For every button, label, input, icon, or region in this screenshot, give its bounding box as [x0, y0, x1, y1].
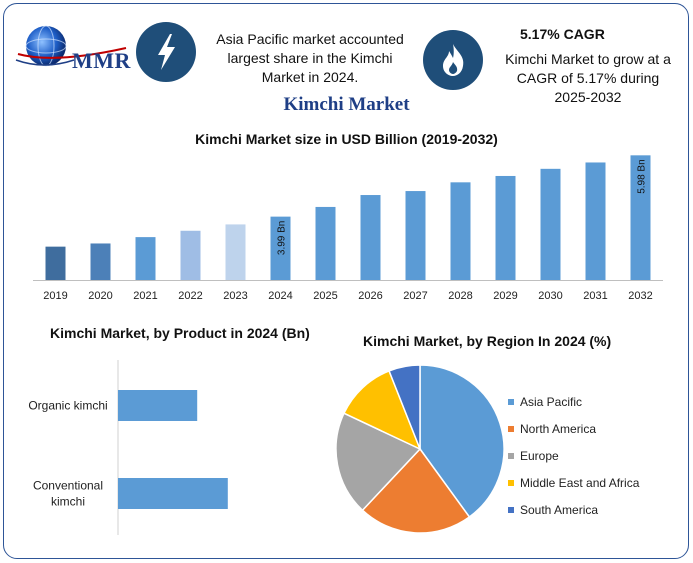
slice-middle-east-and-africa — [342, 369, 422, 451]
x-tick-label: 2025 — [313, 290, 337, 302]
data-label-2032: 5.98 Bn — [637, 159, 648, 193]
slice-asia-pacific — [419, 364, 505, 519]
logo-text: MMR — [72, 48, 131, 73]
legend-swatch — [508, 425, 514, 432]
bar-2019 — [45, 246, 66, 280]
x-tick-label: 2019 — [43, 290, 67, 302]
legend-item: South America — [508, 496, 639, 523]
legend-item: Middle East and Africa — [508, 469, 639, 496]
category-label: Organic kimchi — [28, 399, 107, 413]
x-tick-label: 2032 — [628, 290, 652, 302]
x-tick-label: 2027 — [403, 290, 427, 302]
x-tick-label: 2023 — [223, 290, 247, 302]
x-tick-label: 2031 — [583, 290, 607, 302]
category-label: Conventional kimchi — [33, 479, 103, 509]
legend-label: North America — [520, 421, 597, 436]
bar-2021 — [135, 237, 156, 280]
x-tick-label: 2024 — [268, 290, 292, 302]
slice-south-america — [388, 364, 421, 450]
legend-swatch — [508, 452, 514, 459]
bar-chart-title: Kimchi Market size in USD Billion (2019-… — [195, 131, 498, 147]
bar-conventional-kimchi — [118, 478, 228, 509]
x-tick-label: 2030 — [538, 290, 562, 302]
globe-icon — [15, 25, 127, 67]
market-share-text: Asia Pacific market accounted largest sh… — [216, 31, 404, 85]
bar-2032 — [630, 155, 651, 280]
market-size-bar-chart: 2019 2020 2021 2022 2023 2024 3.99 Bn 2025 2026 2… — [33, 155, 663, 302]
bar-2029 — [495, 175, 516, 280]
bar-organic-kimchi — [118, 390, 198, 421]
bar-2022 — [180, 230, 201, 280]
x-tick-label: 2028 — [448, 290, 472, 302]
bar-2027 — [405, 191, 426, 280]
legend-label: South America — [520, 502, 599, 517]
bar-2020 — [90, 243, 111, 280]
legend-item: Asia Pacific — [508, 388, 639, 415]
lightning-icon — [136, 22, 196, 82]
bar-2025 — [315, 206, 336, 280]
bar-2031 — [585, 162, 606, 280]
legend-label: Asia Pacific — [520, 394, 583, 409]
x-tick-label: 2021 — [133, 290, 157, 302]
pie-legend: Asia Pacific North America Europe Middle Ea… — [508, 388, 639, 523]
data-label-2024: 3.99 Bn — [277, 221, 288, 255]
legend-label: Middle East and Africa — [520, 475, 640, 490]
bar-2030 — [540, 168, 561, 280]
legend-swatch — [508, 506, 514, 513]
product-chart-title: Kimchi Market, by Product in 2024 (Bn) — [50, 325, 310, 341]
bar-2028 — [450, 182, 471, 280]
legend-item: North America — [508, 415, 639, 442]
x-tick-label: 2020 — [88, 290, 112, 302]
bar-2026 — [360, 195, 381, 280]
cagr-text: Kimchi Market to grow at a CAGR of 5.17%… — [505, 51, 671, 105]
bar-2023 — [225, 224, 246, 280]
product-bar-chart: Organic kimchi Conventional kimchi — [28, 360, 228, 535]
pie-chart-title: Kimchi Market, by Region In 2024 (%) — [363, 333, 612, 349]
slice-north-america — [361, 447, 471, 534]
flame-icon — [423, 30, 483, 90]
main-title: Kimchi Market — [283, 94, 410, 115]
x-tick-label: 2029 — [493, 290, 517, 302]
legend-swatch — [508, 479, 514, 486]
x-tick-label: 2026 — [358, 290, 382, 302]
cagr-title: 5.17% CAGR — [520, 26, 605, 42]
x-tick-label: 2022 — [178, 290, 202, 302]
bar-2024 — [270, 216, 291, 280]
legend-item: Europe — [508, 442, 639, 469]
region-pie-chart — [335, 364, 505, 534]
legend-label: Europe — [520, 448, 559, 463]
slice-europe — [335, 412, 422, 512]
legend-swatch — [508, 398, 514, 405]
